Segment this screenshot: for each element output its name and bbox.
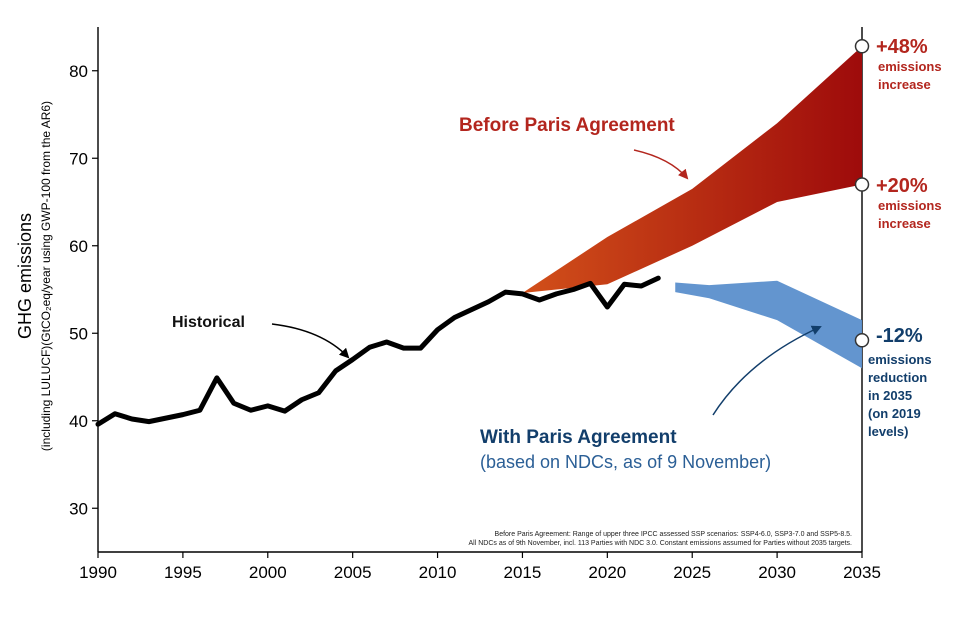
minus12-line-3: in 2035 — [868, 388, 912, 403]
historical-label: Historical — [172, 314, 245, 331]
minus12-line-1: emissions — [868, 352, 932, 367]
with-paris-band — [675, 280, 862, 369]
endpoint-marker — [854, 39, 870, 54]
historical-line — [95, 275, 661, 427]
before-paris-arrow — [633, 149, 689, 180]
historical-series — [95, 275, 661, 427]
y-axis-subtitle: (including LULUCF)(GtCO₂eq/year using GW… — [39, 101, 53, 451]
y-tick-label: 50 — [69, 324, 88, 343]
footnote-line-1: Before Paris Agreement: Range of upper t… — [495, 531, 853, 538]
endpoint-marker — [854, 177, 870, 192]
endpoint-marker — [854, 333, 870, 348]
historical-arrow — [271, 323, 350, 359]
scenario-bands — [522, 46, 862, 369]
footnote-line-2: All NDCs as of 9th November, incl. 113 P… — [469, 540, 853, 547]
plus48-line-2: increase — [878, 77, 931, 92]
y-tick-label: 30 — [69, 499, 88, 518]
y-tick-label: 60 — [69, 237, 88, 256]
plus48-line-1: emissions — [878, 59, 942, 74]
y-tick-label: 80 — [69, 62, 88, 81]
endpoint-markers — [854, 39, 870, 348]
y-axis-title: GHG emissions — [15, 213, 35, 339]
with-paris-subtitle: (based on NDCs, as of 9 November) — [480, 452, 771, 472]
x-tick-label: 2020 — [588, 563, 626, 582]
y-tick-label: 70 — [69, 149, 88, 168]
x-tick-label: 2000 — [249, 563, 287, 582]
before-paris-title: Before Paris Agreement — [459, 115, 675, 136]
minus12-value: -12% — [876, 325, 923, 347]
minus12-line-4: (on 2019 — [868, 406, 921, 421]
plus20-line-1: emissions — [878, 198, 942, 213]
x-tick-label: 2030 — [758, 563, 796, 582]
plus48-value: +48% — [876, 36, 928, 58]
minus12-line-5: levels) — [868, 424, 908, 439]
x-tick-label: 1990 — [79, 563, 117, 582]
with-paris-title: With Paris Agreement — [480, 427, 677, 448]
x-tick-label: 2010 — [419, 563, 457, 582]
x-tick-label: 1995 — [164, 563, 202, 582]
axis-ticks: 1990 1995 2000 2005 2010 2015 2020 2025 2030 2035… — [69, 62, 881, 582]
x-tick-label: 2035 — [843, 563, 881, 582]
x-tick-label: 2005 — [334, 563, 372, 582]
x-tick-label: 2015 — [504, 563, 542, 582]
plus20-value: +20% — [876, 175, 928, 197]
y-tick-label: 40 — [69, 412, 88, 431]
x-tick-label: 2025 — [673, 563, 711, 582]
minus12-line-2: reduction — [868, 370, 927, 385]
with-paris-arrow — [712, 325, 822, 416]
plus20-line-2: increase — [878, 216, 931, 231]
before-paris-band — [522, 46, 862, 293]
